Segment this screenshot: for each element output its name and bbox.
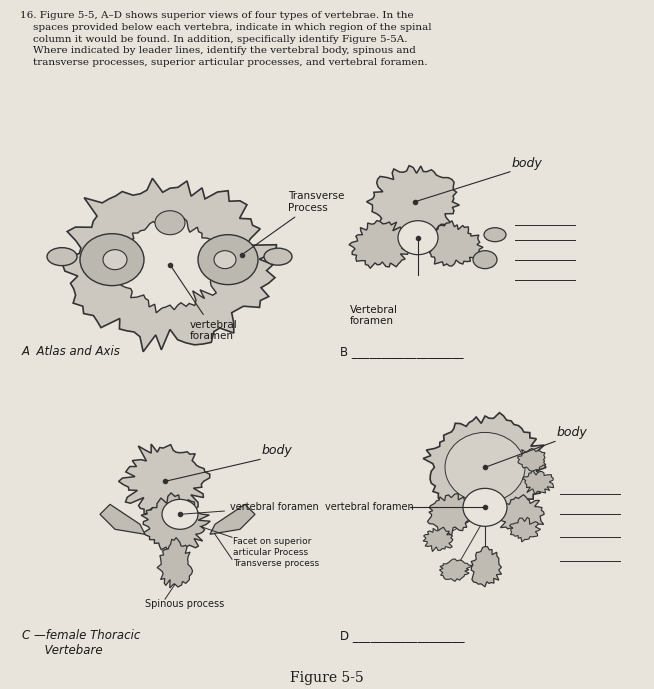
Polygon shape [518, 449, 546, 471]
Polygon shape [523, 469, 554, 495]
Polygon shape [439, 559, 473, 582]
Text: B ___________________: B ___________________ [340, 344, 464, 358]
Ellipse shape [214, 251, 236, 269]
Ellipse shape [473, 251, 497, 269]
Text: vertebral foramen: vertebral foramen [182, 502, 318, 514]
Polygon shape [157, 537, 192, 588]
Text: C —female Thoracic
      Vertebare: C —female Thoracic Vertebare [22, 629, 141, 657]
Polygon shape [471, 546, 502, 587]
Polygon shape [141, 493, 210, 551]
Text: Figure 5-5: Figure 5-5 [290, 671, 364, 685]
Text: Vertebral
foramen: Vertebral foramen [350, 305, 398, 326]
Ellipse shape [162, 500, 198, 529]
Ellipse shape [155, 211, 185, 235]
Text: Transverse process: Transverse process [233, 559, 319, 568]
Text: body: body [262, 444, 293, 457]
Text: body: body [512, 157, 543, 169]
Text: D ___________________: D ___________________ [340, 629, 464, 642]
Polygon shape [423, 527, 453, 552]
Polygon shape [114, 218, 229, 313]
Text: Facet on superior
articular Process: Facet on superior articular Process [233, 537, 311, 557]
Ellipse shape [198, 235, 258, 285]
Polygon shape [423, 413, 546, 524]
Polygon shape [424, 220, 483, 266]
Ellipse shape [103, 249, 127, 269]
Polygon shape [210, 504, 255, 534]
Polygon shape [428, 493, 473, 535]
Text: vertebral foramen: vertebral foramen [325, 502, 414, 513]
Ellipse shape [80, 234, 144, 286]
Polygon shape [63, 178, 277, 351]
Polygon shape [100, 504, 145, 534]
Ellipse shape [445, 433, 525, 502]
Polygon shape [366, 165, 459, 238]
Ellipse shape [47, 247, 77, 266]
Text: vertebral
foramen: vertebral foramen [171, 267, 238, 341]
Polygon shape [509, 517, 540, 542]
Text: 16. Figure 5-5, A–D shows superior views of four types of vertebrae. In the
    : 16. Figure 5-5, A–D shows superior views… [20, 11, 432, 68]
Polygon shape [500, 495, 544, 536]
Ellipse shape [484, 227, 506, 242]
Text: Transverse
Process: Transverse Process [244, 191, 345, 253]
Text: A  Atlas and Axis: A Atlas and Axis [22, 344, 121, 358]
Text: body: body [557, 426, 588, 440]
Ellipse shape [463, 489, 507, 526]
Ellipse shape [264, 248, 292, 265]
Text: Spinous process: Spinous process [145, 599, 224, 609]
Polygon shape [118, 444, 210, 520]
Ellipse shape [398, 220, 438, 255]
Polygon shape [349, 220, 413, 268]
